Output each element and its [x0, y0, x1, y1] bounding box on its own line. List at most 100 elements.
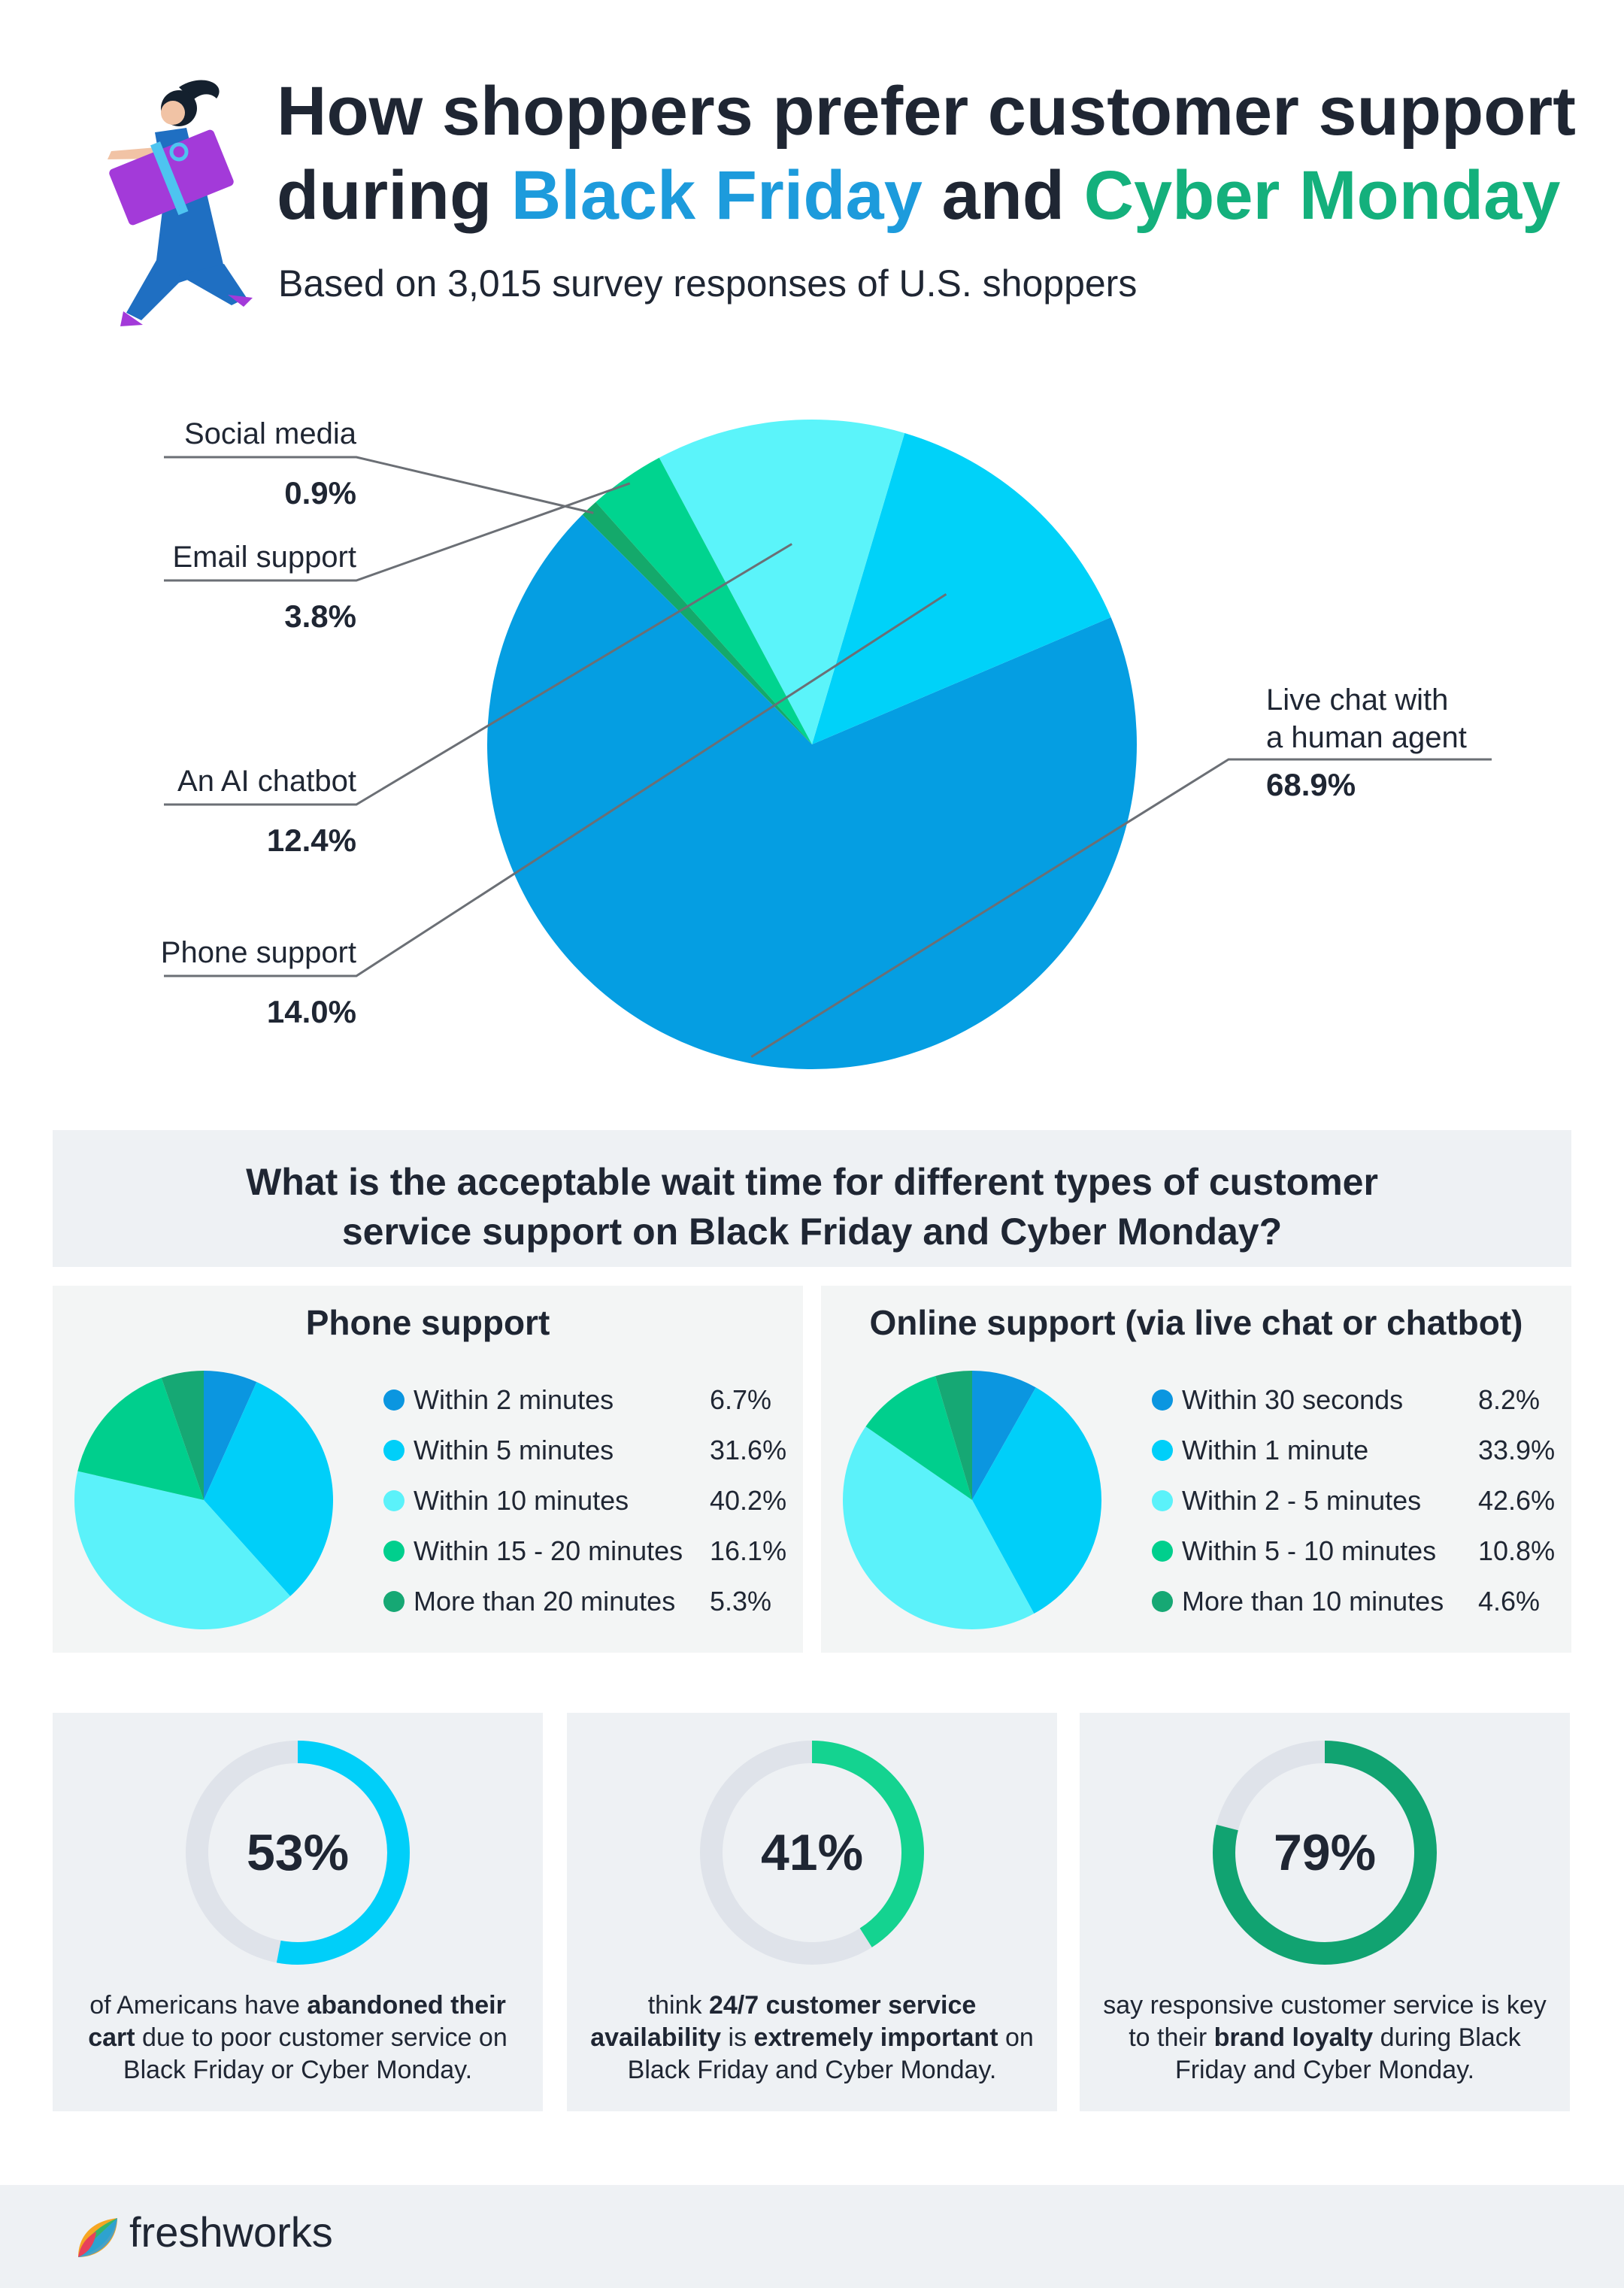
- legend-value: 33.9%: [1478, 1435, 1556, 1465]
- title-during: during: [277, 157, 492, 234]
- online-support-panel: Online support (via live chat or chatbot…: [821, 1286, 1571, 1653]
- title-and: and: [941, 157, 1065, 234]
- shopper-with-gift-illustration: [108, 80, 253, 326]
- legend-label: Within 5 minutes: [414, 1435, 614, 1465]
- pie-label-an-ai-chatbot: An AI chatbot: [177, 765, 356, 798]
- legend-item-within-2-5-minutes: Within 2 - 5 minutes 42.6%: [1152, 1475, 1558, 1526]
- pie-value-phone-support: 14.0%: [267, 994, 356, 1029]
- leader-line: [164, 592, 947, 977]
- pie-slice-within-2-minutes: [204, 1371, 257, 1500]
- stat-card-brand-loyalty: 79% say responsive customer service is k…: [1080, 1713, 1570, 2111]
- legend-dot: [1152, 1440, 1173, 1461]
- pie-slice-within-1-minute: [972, 1387, 1101, 1614]
- legend-value: 4.6%: [1478, 1586, 1541, 1617]
- title-cyber-monday: Cyber Monday: [1083, 157, 1561, 234]
- stat-card-abandoned-cart: 53% of Americans have abandoned their ca…: [53, 1713, 543, 2111]
- pie-slice-live-chat-with-a-human-agent: [487, 514, 1137, 1069]
- pie-value-live-chat-with-a-human-agent: 68.9%: [1266, 767, 1356, 802]
- pie-slice-more-than-20-minutes: [161, 1371, 204, 1500]
- legend-label: More than 10 minutes: [1182, 1586, 1444, 1617]
- legend-dot: [1152, 1541, 1173, 1562]
- stat-description: think 24/7 customer service availability…: [590, 1991, 1034, 2084]
- leader-line: [164, 482, 631, 582]
- legend-value: 10.8%: [1478, 1535, 1556, 1566]
- legend-dot: [383, 1440, 404, 1461]
- legend-label: Within 5 - 10 minutes: [1182, 1535, 1437, 1566]
- pie-slice-within-15-20-minutes: [77, 1377, 204, 1500]
- leader-line: [750, 758, 1492, 1058]
- phone-support-panel: Phone support Within 2 minutes 6.7% Within…: [53, 1286, 803, 1653]
- leader-line: [164, 456, 594, 514]
- legend-item-within-2-minutes: Within 2 minutes 6.7%: [383, 1374, 789, 1425]
- legend-item-within-1-minute: Within 1 minute 33.9%: [1152, 1425, 1558, 1475]
- phone-wait-pie-chart: [74, 1371, 334, 1629]
- legend-dot: [1152, 1490, 1173, 1511]
- pie-value-an-ai-chatbot: 12.4%: [267, 823, 356, 858]
- legend-dot: [1152, 1591, 1173, 1612]
- phone-support-title: Phone support: [305, 1303, 550, 1342]
- legend-item-within-5-minutes: Within 5 minutes 31.6%: [383, 1425, 789, 1475]
- legend-label: Within 2 minutes: [414, 1384, 614, 1415]
- support-preference-pie-chart: Live chat with a human agent 68.9% Phone su…: [161, 417, 1492, 1069]
- pie-label-email-support: Email support: [172, 541, 356, 574]
- title-line1: How shoppers prefer customer support: [277, 73, 1576, 150]
- legend-dot: [383, 1541, 404, 1562]
- pie-value-social-media: 0.9%: [284, 475, 356, 511]
- wait-question-line2: service support on Black Friday and Cybe…: [341, 1211, 1283, 1253]
- donut-gauge-41: [700, 1741, 924, 1965]
- stat-card-24-7-availability: 41% think 24/7 customer service availabi…: [567, 1713, 1057, 2111]
- legend-item-within-15-20-minutes: Within 15 - 20 minutes 16.1%: [383, 1526, 789, 1576]
- legend-label: Within 10 minutes: [414, 1485, 629, 1516]
- legend-value: 8.2%: [1478, 1384, 1541, 1415]
- leader-line: [164, 543, 792, 806]
- donut-arc: [186, 1741, 410, 1965]
- title-black-friday: Black Friday: [511, 157, 923, 234]
- stat-description: of Americans have abandoned their cart d…: [88, 1991, 508, 2084]
- pie-slice-within-5-10-minutes: [865, 1376, 972, 1500]
- pie-slice-within-2-5-minutes: [843, 1426, 1035, 1629]
- pie-slice-within-10-minutes: [74, 1471, 291, 1629]
- legend-item-within-30-seconds: Within 30 seconds 8.2%: [1152, 1374, 1558, 1425]
- donut-gauge-53: [186, 1741, 410, 1965]
- legend-label: More than 20 minutes: [414, 1586, 676, 1617]
- pie-slice-within-30-seconds: [972, 1371, 1036, 1500]
- wait-time-question: What is the acceptable wait time for dif…: [53, 1130, 1571, 1267]
- pie-label-live-chat-with-a-human-agent: Live chat with: [1266, 683, 1448, 717]
- freshworks-logo-icon: [78, 2218, 117, 2257]
- legend-item-within-10-minutes: Within 10 minutes 40.2%: [383, 1475, 789, 1526]
- legend-dot: [383, 1490, 404, 1511]
- legend-dot: [1152, 1389, 1173, 1411]
- donut-arc: [700, 1741, 924, 1965]
- page-subtitle: Based on 3,015 survey responses of U.S. …: [278, 262, 1138, 305]
- pie-label-social-media: Social media: [184, 417, 357, 450]
- stat-value: 79%: [1273, 1824, 1377, 1881]
- pie-slice-phone-support: [812, 432, 1111, 744]
- pie-slice-more-than-10-minutes: [935, 1371, 972, 1500]
- pie-slice-social-media: [582, 502, 812, 744]
- pie-value-email-support: 3.8%: [284, 599, 356, 634]
- pie-label-live-chat-with-a-human-agent-line2: a human agent: [1266, 721, 1467, 754]
- legend-value: 5.3%: [710, 1586, 772, 1617]
- pie-slice-within-5-minutes: [204, 1382, 334, 1596]
- page-title: How shoppers prefer customer support dur…: [277, 69, 1600, 238]
- footer: freshworks: [0, 2185, 1624, 2288]
- legend-dot: [383, 1591, 404, 1612]
- legend-label: Within 15 - 20 minutes: [414, 1535, 683, 1566]
- wait-question-line1: What is the acceptable wait time for dif…: [246, 1161, 1378, 1203]
- legend-value: 42.6%: [1478, 1485, 1556, 1516]
- legend-label: Within 30 seconds: [1182, 1384, 1404, 1415]
- legend-dot: [383, 1389, 404, 1411]
- online-support-title: Online support (via live chat or chatbot…: [869, 1303, 1523, 1342]
- freshworks-logo: freshworks: [129, 2208, 333, 2256]
- donut-arc: [1213, 1741, 1437, 1965]
- phone-wait-legend: Within 2 minutes 6.7% Within 5 minutes 31.6…: [383, 1374, 789, 1626]
- donut-gauge-79: [1213, 1741, 1437, 1965]
- stat-description: say responsive customer service is key t…: [1103, 1991, 1547, 2084]
- legend-value: 6.7%: [710, 1384, 772, 1415]
- legend-item-more-than-10-minutes: More than 10 minutes 4.6%: [1152, 1576, 1558, 1626]
- stat-value: 41%: [760, 1824, 864, 1881]
- legend-item-more-than-20-minutes: More than 20 minutes 5.3%: [383, 1576, 789, 1626]
- legend-value: 16.1%: [710, 1535, 787, 1566]
- legend-label: Within 1 minute: [1182, 1435, 1369, 1465]
- pie-slice-email-support: [595, 457, 812, 744]
